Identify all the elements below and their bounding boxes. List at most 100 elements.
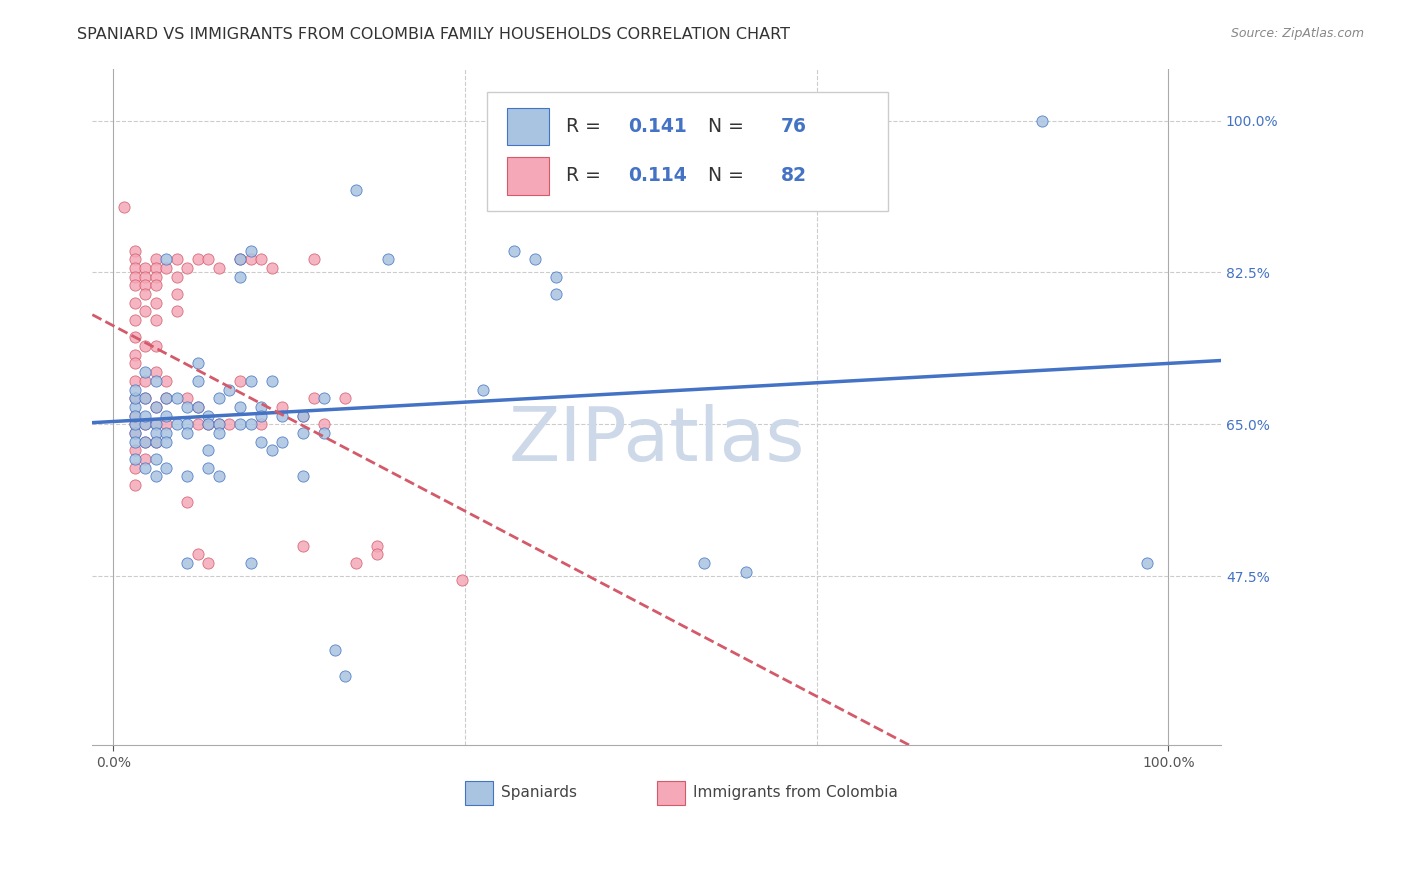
Point bbox=[271, 400, 294, 414]
Point bbox=[145, 400, 167, 414]
FancyBboxPatch shape bbox=[506, 157, 550, 194]
Point bbox=[124, 478, 146, 492]
Text: R =: R = bbox=[567, 167, 607, 186]
Point bbox=[166, 304, 188, 318]
Point bbox=[187, 417, 209, 432]
Point bbox=[239, 417, 262, 432]
Point bbox=[134, 339, 156, 353]
Point bbox=[134, 287, 156, 301]
Point bbox=[366, 547, 388, 561]
Point bbox=[134, 460, 156, 475]
Point bbox=[546, 269, 568, 284]
Point bbox=[124, 425, 146, 440]
Point bbox=[335, 391, 357, 405]
Text: Source: ZipAtlas.com: Source: ZipAtlas.com bbox=[1230, 27, 1364, 40]
Point bbox=[260, 374, 283, 388]
Point bbox=[366, 539, 388, 553]
Point bbox=[197, 556, 219, 570]
Point bbox=[187, 400, 209, 414]
Point bbox=[239, 374, 262, 388]
Point bbox=[134, 269, 156, 284]
FancyBboxPatch shape bbox=[465, 781, 494, 805]
Point bbox=[314, 391, 336, 405]
Point bbox=[155, 391, 177, 405]
FancyBboxPatch shape bbox=[657, 781, 685, 805]
Point bbox=[176, 425, 198, 440]
Point bbox=[302, 252, 325, 267]
Point bbox=[503, 244, 526, 258]
Point bbox=[145, 434, 167, 449]
Point bbox=[145, 313, 167, 327]
Point bbox=[229, 400, 252, 414]
Point bbox=[229, 252, 252, 267]
Point bbox=[208, 417, 231, 432]
Point bbox=[1031, 113, 1053, 128]
Text: Spaniards: Spaniards bbox=[501, 785, 576, 800]
Point bbox=[229, 374, 252, 388]
Point bbox=[260, 261, 283, 276]
Point bbox=[155, 252, 177, 267]
Point bbox=[292, 409, 315, 423]
Point bbox=[176, 469, 198, 483]
Point bbox=[187, 356, 209, 370]
Text: 76: 76 bbox=[780, 118, 807, 136]
Point bbox=[314, 425, 336, 440]
Point bbox=[134, 409, 156, 423]
Point bbox=[145, 417, 167, 432]
Point bbox=[124, 409, 146, 423]
Point bbox=[197, 460, 219, 475]
Point bbox=[250, 400, 273, 414]
Point bbox=[134, 417, 156, 432]
Point bbox=[134, 304, 156, 318]
Point bbox=[145, 434, 167, 449]
Point bbox=[145, 417, 167, 432]
Point bbox=[134, 365, 156, 379]
Point bbox=[124, 313, 146, 327]
Point bbox=[166, 287, 188, 301]
Point bbox=[314, 417, 336, 432]
Point bbox=[208, 469, 231, 483]
Point bbox=[145, 295, 167, 310]
Point bbox=[176, 261, 198, 276]
Text: 0.114: 0.114 bbox=[628, 167, 688, 186]
Point bbox=[134, 434, 156, 449]
Point bbox=[166, 417, 188, 432]
Point bbox=[124, 374, 146, 388]
Point bbox=[292, 409, 315, 423]
Point bbox=[124, 434, 146, 449]
Point bbox=[124, 244, 146, 258]
Point bbox=[155, 417, 177, 432]
Point bbox=[124, 295, 146, 310]
Point bbox=[302, 391, 325, 405]
Point bbox=[471, 383, 494, 397]
Point bbox=[176, 495, 198, 509]
Point bbox=[229, 269, 252, 284]
Point bbox=[112, 200, 135, 214]
Point bbox=[250, 409, 273, 423]
Point bbox=[134, 417, 156, 432]
Point bbox=[239, 244, 262, 258]
Point bbox=[197, 417, 219, 432]
Point bbox=[124, 261, 146, 276]
Point bbox=[145, 400, 167, 414]
Point bbox=[208, 417, 231, 432]
Text: ZIPatlas: ZIPatlas bbox=[509, 404, 804, 477]
Point bbox=[344, 556, 367, 570]
Point bbox=[124, 443, 146, 458]
Point bbox=[134, 451, 156, 466]
Point bbox=[176, 400, 198, 414]
Point bbox=[735, 565, 758, 579]
Point bbox=[377, 252, 399, 267]
Point bbox=[229, 252, 252, 267]
Point bbox=[260, 443, 283, 458]
Point bbox=[218, 383, 240, 397]
Point bbox=[229, 417, 252, 432]
Text: SPANIARD VS IMMIGRANTS FROM COLOMBIA FAMILY HOUSEHOLDS CORRELATION CHART: SPANIARD VS IMMIGRANTS FROM COLOMBIA FAM… bbox=[77, 27, 790, 42]
Point bbox=[239, 556, 262, 570]
Point bbox=[176, 556, 198, 570]
Point bbox=[250, 417, 273, 432]
Point bbox=[124, 460, 146, 475]
Point bbox=[176, 391, 198, 405]
FancyBboxPatch shape bbox=[488, 92, 889, 211]
Point bbox=[145, 261, 167, 276]
